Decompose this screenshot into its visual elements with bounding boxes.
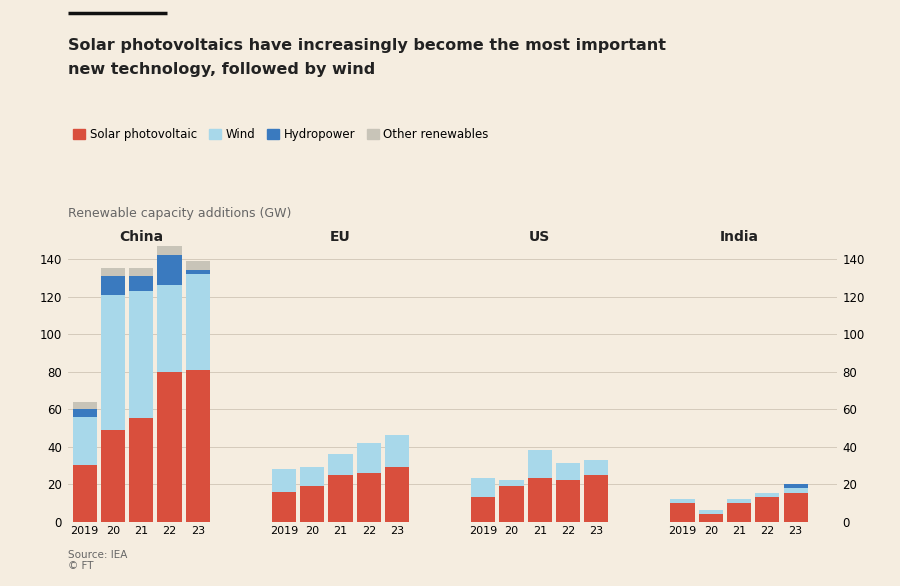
Bar xyxy=(272,469,296,492)
Bar xyxy=(158,255,182,285)
Bar xyxy=(158,285,182,372)
Bar xyxy=(130,418,153,522)
Bar xyxy=(698,510,723,514)
Bar xyxy=(328,475,353,522)
Text: Renewable capacity additions (GW): Renewable capacity additions (GW) xyxy=(68,207,291,220)
Bar xyxy=(556,464,581,481)
Bar xyxy=(385,435,410,467)
Text: China: China xyxy=(119,230,163,244)
Bar xyxy=(301,486,324,522)
Bar xyxy=(101,295,125,430)
Text: US: US xyxy=(529,230,551,244)
Bar xyxy=(556,481,581,522)
Bar xyxy=(101,268,125,276)
Bar xyxy=(784,488,807,493)
Bar xyxy=(73,417,97,465)
Bar xyxy=(670,499,695,503)
Bar xyxy=(385,467,410,522)
Bar xyxy=(755,497,779,522)
Text: India: India xyxy=(720,230,759,244)
Bar xyxy=(356,443,381,473)
Text: Solar photovoltaics have increasingly become the most important: Solar photovoltaics have increasingly be… xyxy=(68,38,665,53)
Bar xyxy=(500,481,524,486)
Bar xyxy=(755,493,779,497)
Bar xyxy=(101,430,125,522)
Bar xyxy=(73,465,97,522)
Bar xyxy=(527,450,552,478)
Bar xyxy=(784,484,807,488)
Bar xyxy=(185,370,210,522)
Bar xyxy=(158,246,182,255)
Bar xyxy=(500,486,524,522)
Bar xyxy=(698,514,723,522)
Bar xyxy=(185,274,210,370)
Bar xyxy=(73,401,97,409)
Bar xyxy=(328,454,353,475)
Text: new technology, followed by wind: new technology, followed by wind xyxy=(68,62,374,77)
Bar xyxy=(101,276,125,295)
Bar xyxy=(130,268,153,276)
Text: EU: EU xyxy=(330,230,351,244)
Bar xyxy=(584,459,608,475)
Bar xyxy=(158,372,182,522)
Bar xyxy=(185,261,210,270)
Bar xyxy=(301,467,324,486)
Bar xyxy=(784,493,807,522)
Bar xyxy=(727,503,752,522)
Bar xyxy=(670,503,695,522)
Bar xyxy=(472,497,495,522)
Bar xyxy=(727,499,752,503)
Bar xyxy=(472,478,495,497)
Bar xyxy=(130,276,153,291)
Bar xyxy=(73,409,97,417)
Bar xyxy=(356,473,381,522)
Text: Source: IEA
© FT: Source: IEA © FT xyxy=(68,550,127,571)
Bar xyxy=(272,492,296,522)
Legend: Solar photovoltaic, Wind, Hydropower, Other renewables: Solar photovoltaic, Wind, Hydropower, Ot… xyxy=(74,128,489,141)
Bar xyxy=(130,291,153,418)
Bar xyxy=(584,475,608,522)
Bar xyxy=(527,478,552,522)
Bar xyxy=(185,270,210,274)
